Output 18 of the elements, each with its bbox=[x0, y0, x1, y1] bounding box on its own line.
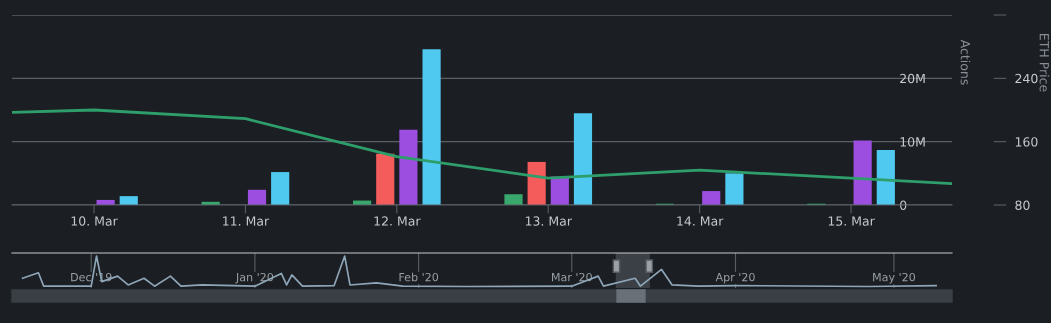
y2-tick-label: 240 bbox=[1015, 73, 1038, 84]
x-tick-label: 13. Mar bbox=[525, 216, 572, 226]
x-tick-label: Apr '20 bbox=[715, 272, 755, 284]
y2-tick-label: 160 bbox=[1015, 137, 1038, 147]
y-tick-label: 0 bbox=[900, 200, 907, 210]
x-tick-label: Jan '20 bbox=[235, 272, 274, 284]
y-axis-title: Actions bbox=[960, 39, 971, 85]
x-tick-label: 12. Mar bbox=[374, 216, 421, 226]
y2-axis-title: ETH Price bbox=[1039, 34, 1050, 92]
x-tick-label: 14. Mar bbox=[677, 216, 724, 226]
x-tick-label: 10. Mar bbox=[71, 216, 118, 226]
y-tick-label: 10M bbox=[900, 137, 925, 147]
x-tick-label: 15. Mar bbox=[828, 216, 875, 226]
y-tick-label: 20M bbox=[900, 73, 925, 84]
x-tick-label: 11. Mar bbox=[223, 216, 270, 226]
x-tick-label: Feb '20 bbox=[399, 272, 439, 282]
x-tick-label: May '20 bbox=[873, 272, 916, 284]
y2-tick-label: 80 bbox=[1015, 200, 1030, 210]
